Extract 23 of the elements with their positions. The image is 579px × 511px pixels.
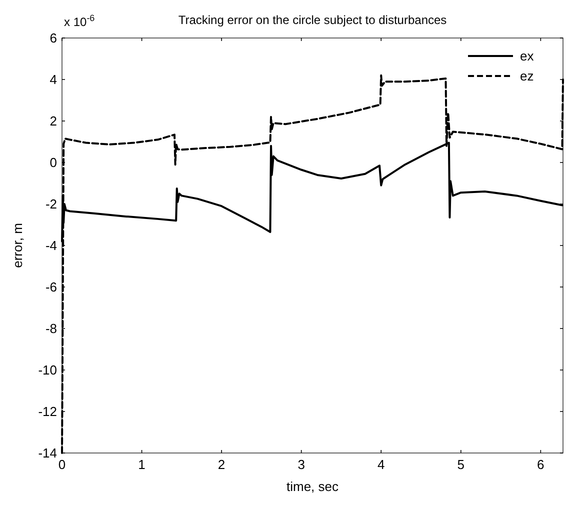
x-tick-label: 1 (138, 457, 146, 472)
y-tick-label: 0 (50, 155, 57, 170)
y-tick-label: -2 (45, 196, 57, 212)
y-tick-label: -6 (45, 280, 57, 295)
legend-label: ez (520, 68, 534, 84)
y-tick-label: -8 (45, 321, 57, 336)
x-tick-label: 5 (457, 457, 465, 472)
y-tick-label: -4 (45, 238, 57, 254)
y-tick-label: -12 (38, 404, 57, 420)
x-axis-title: time, sec (286, 479, 340, 494)
y-tick-label: 6 (50, 30, 57, 46)
y-tick-label: 2 (50, 114, 57, 129)
y-tick-label: -14 (38, 446, 57, 461)
x-tick-label: 2 (218, 457, 226, 472)
y-tick-label: 4 (50, 72, 57, 88)
y-tick-label: -10 (38, 362, 57, 378)
y-axis-title: error, m (10, 223, 25, 268)
x-tick-label: 4 (377, 457, 385, 472)
x-tick-label: 6 (537, 457, 544, 472)
chart-title: Tracking error on the circle subject to disturbances (178, 13, 447, 27)
text: x 10$^{-6}$ (64, 13, 95, 29)
legend-label: ex (520, 48, 534, 64)
x-tick-label: 3 (298, 457, 305, 472)
